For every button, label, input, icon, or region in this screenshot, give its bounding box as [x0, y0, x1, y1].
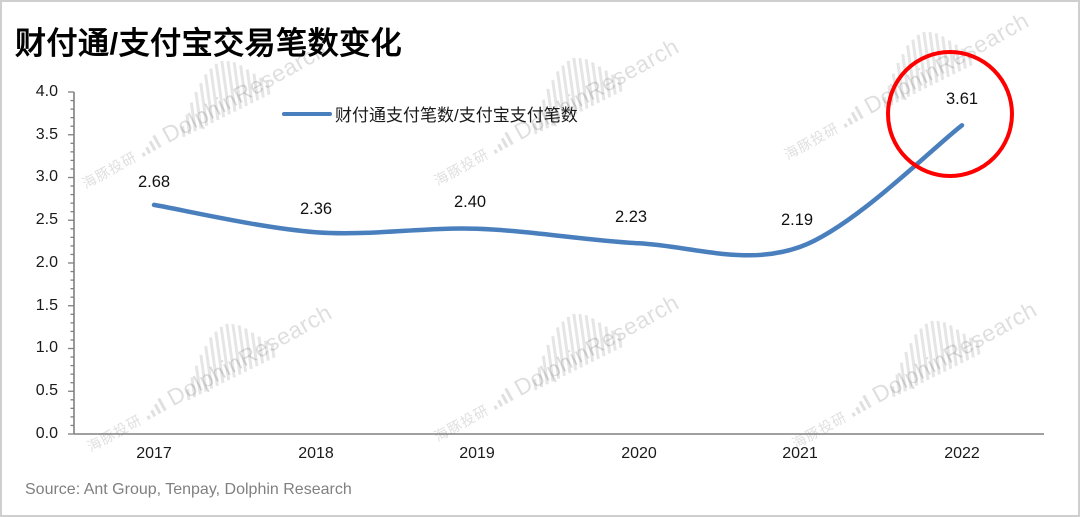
mini-bars-icon [493, 131, 514, 155]
watermark-unit: 海豚投研 DolphinResearch [84, 299, 336, 480]
watermark-cn-text: 海豚投研 [431, 401, 492, 445]
y-axis-tick-label: 1.5 [35, 297, 58, 314]
legend-line-swatch-icon [282, 111, 332, 116]
mini-bars-icon [141, 134, 162, 158]
watermark-cn-text: 海豚投研 [431, 145, 492, 189]
y-axis-tick-label: 2.0 [35, 254, 58, 271]
page-title: 财付通/支付宝交易笔数变化 [15, 26, 403, 61]
data-series-line [151, 123, 965, 258]
watermark-en-text: DolphinResearch [162, 298, 337, 411]
y-axis-tick-label: 3.0 [35, 168, 58, 185]
source-note: Source: Ant Group, Tenpay, Dolphin Resea… [25, 481, 352, 498]
dolphin-fan-logo-icon [891, 320, 981, 398]
legend: 财付通支付笔数/支付宝支付笔数 [282, 101, 578, 126]
mini-bars-icon [851, 394, 872, 418]
watermark-cn-text: 海豚投研 [781, 119, 842, 163]
y-axis-tick-label: 2.5 [35, 211, 58, 228]
data-point-label: 2.23 [614, 208, 648, 226]
watermark-en-text: DolphinResearch [509, 32, 684, 145]
data-point-label: 3.61 [945, 90, 979, 108]
y-axis-tick-label: 0.5 [35, 382, 58, 399]
y-axis-tick-label: 0.0 [35, 425, 58, 442]
y-axis-tick-label: 1.0 [35, 339, 58, 356]
x-axis-tick-label: 2017 [136, 445, 172, 462]
data-point-label: 2.19 [780, 211, 814, 229]
dolphin-fan-logo-icon [533, 313, 623, 391]
watermark-unit: 海豚投研 DolphinResearch [79, 36, 331, 217]
y-axis-tick-label: 3.5 [35, 126, 58, 143]
legend-label: 财付通支付笔数/支付宝支付笔数 [335, 106, 578, 125]
watermark-unit: 海豚投研 DolphinResearch [431, 33, 683, 214]
data-point-label: 2.68 [137, 173, 171, 191]
mini-bars-icon [493, 387, 514, 411]
dolphin-fan-logo-icon [186, 323, 276, 401]
data-point-label: 2.36 [299, 200, 333, 218]
x-axis-tick-label: 2019 [459, 445, 495, 462]
data-point-label: 2.40 [453, 193, 487, 211]
mini-bars-icon [843, 105, 864, 129]
dolphin-fan-logo-icon [181, 60, 271, 138]
highlight-circle-annotation [886, 50, 1014, 178]
mini-bars-icon [146, 397, 167, 421]
x-axis-tick-label: 2021 [782, 445, 818, 462]
x-axis-tick-label: 2020 [621, 445, 657, 462]
x-axis-tick-label: 2022 [944, 445, 980, 462]
watermark-en-text: DolphinResearch [509, 288, 684, 401]
axis-ticks [68, 91, 74, 435]
y-axis-tick-label: 4.0 [35, 83, 58, 100]
watermark-en-text: DolphinResearch [867, 295, 1042, 408]
x-axis-tick-label: 2018 [298, 445, 334, 462]
